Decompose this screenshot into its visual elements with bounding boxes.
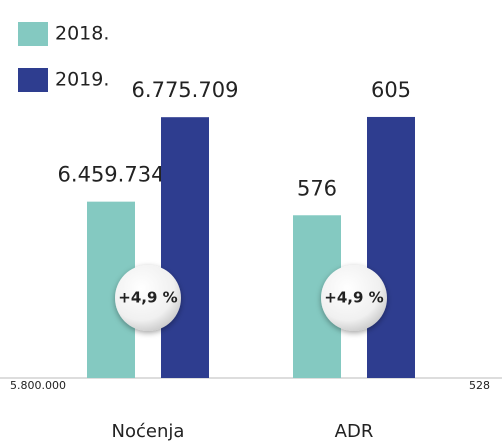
value-label: 576 (297, 176, 337, 200)
badge (321, 265, 387, 331)
badge (115, 265, 181, 331)
value-label: 6.775.709 (132, 78, 239, 102)
badge-label: +4,9 % (324, 289, 383, 307)
value-label: 605 (371, 78, 411, 102)
legend-label: 2018. (55, 23, 109, 45)
badge-label: +4,9 % (118, 289, 177, 307)
legend-swatch (18, 22, 48, 46)
x-tick-label: ADR (335, 421, 374, 442)
value-label: 6.459.734 (58, 163, 165, 187)
y-tick-label: 5.800.000 (10, 379, 66, 392)
legend-swatch (18, 68, 48, 92)
legend-label: 2019. (55, 69, 109, 91)
bar (367, 116, 415, 378)
y-tick-label: 528 (469, 379, 490, 392)
bar (161, 117, 209, 378)
x-tick-label: Noćenja (112, 421, 185, 442)
